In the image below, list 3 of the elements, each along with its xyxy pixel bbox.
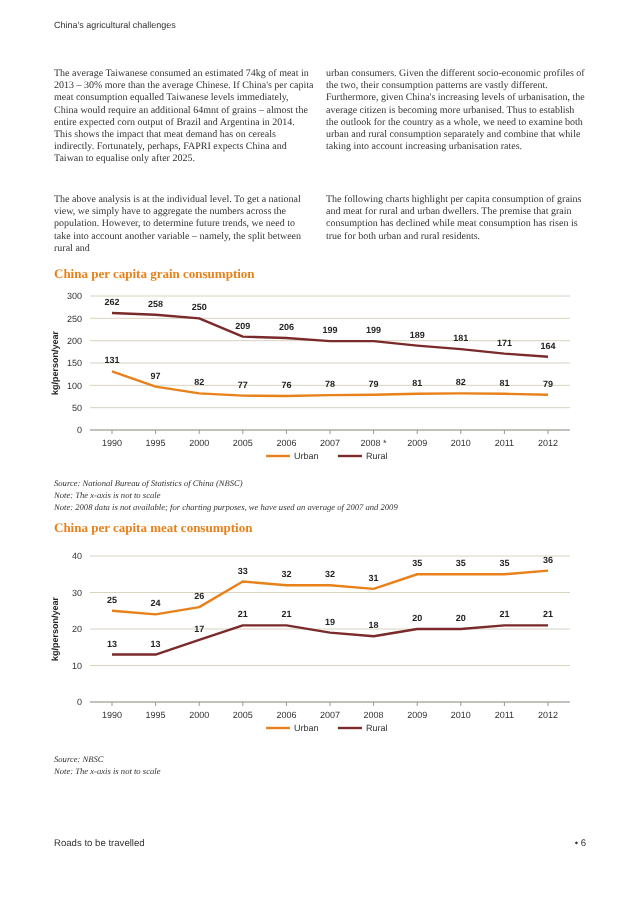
line-series [110,370,550,398]
line-series [110,624,550,656]
line-series [110,569,550,616]
